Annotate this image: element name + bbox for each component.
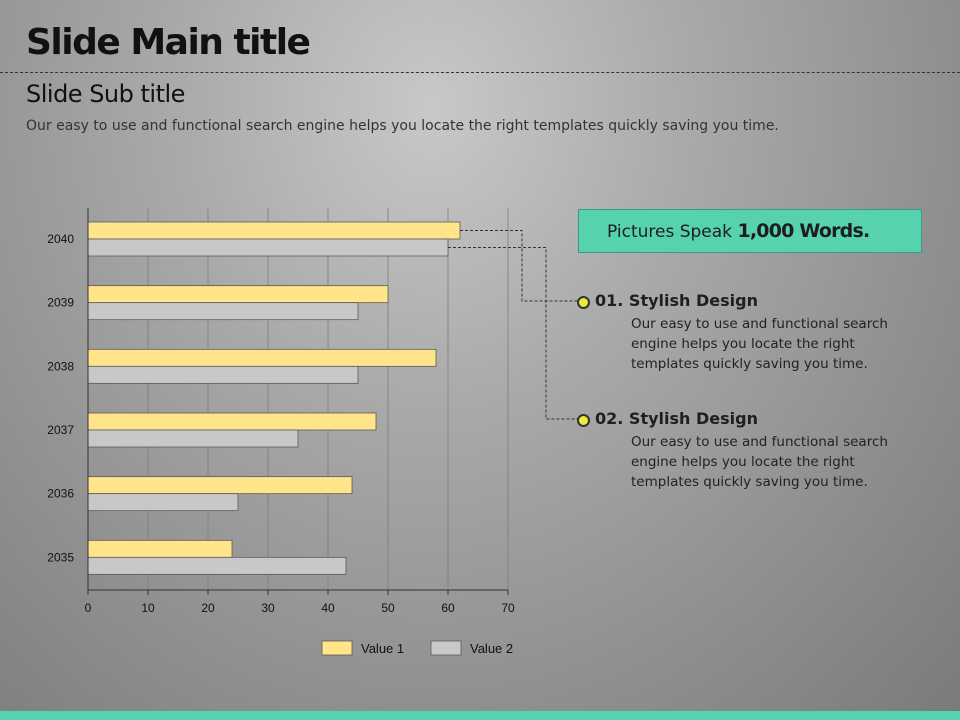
legend-swatch-2 [430,640,462,656]
y-tick-label: 2040 [47,232,74,246]
x-tick-label: 70 [501,601,515,615]
item-1-text: Our easy to use and functional search en… [631,316,888,372]
y-tick-label: 2035 [47,550,74,564]
legend-swatch-1 [321,640,353,656]
connector-line-1 [460,230,578,302]
title-divider [0,72,960,73]
y-tick-label: 2036 [47,487,74,501]
connector-line-2 [448,247,578,420]
bar-value-1-2037 [87,412,377,431]
callout-strong: 1,000 Words. [737,220,870,242]
bar-value-2-2039 [87,302,359,321]
bar-value-2-2035 [87,556,347,575]
bar-value-1-2036 [87,476,353,495]
x-tick-label: 60 [441,601,455,615]
bar-value-2-2038 [87,365,359,384]
bar-value-2-2040 [87,238,449,257]
item-1-bullet-icon [577,296,590,309]
bar-value-1-2038 [87,348,437,367]
bar-value-2-2036 [87,493,239,512]
x-tick-label: 20 [201,601,215,615]
y-tick-label: 2038 [47,359,74,373]
bar-value-1-2040 [87,221,461,240]
legend-label-2: Value 2 [470,641,513,656]
slide-title: Slide Main title [26,22,311,63]
item-1-title: 01. Stylish Design [595,291,758,310]
x-tick-label: 30 [261,601,275,615]
x-tick-label: 0 [85,601,92,615]
callout-text: Pictures Speak 1,000 Words. [607,220,870,242]
x-tick-label: 50 [381,601,395,615]
bar-value-1-2039 [87,285,389,304]
x-tick-label: 40 [321,601,335,615]
item-2-title: 02. Stylish Design [595,409,758,428]
item-2-text: Our easy to use and functional search en… [631,434,888,490]
callout-box: Pictures Speak 1,000 Words. [578,209,922,253]
x-tick-label: 10 [141,601,155,615]
legend-label-1: Value 1 [361,641,404,656]
bar-value-1-2035 [87,539,233,558]
callout-prefix: Pictures Speak [607,222,733,242]
footer-accent-bar [0,711,960,720]
item-2-bullet-icon [577,414,590,427]
slide-description: Our easy to use and functional search en… [26,118,779,134]
slide-subtitle: Slide Sub title [26,80,185,108]
y-tick-label: 2037 [47,423,74,437]
y-tick-label: 2039 [47,296,74,310]
bar-value-2-2037 [87,429,299,448]
